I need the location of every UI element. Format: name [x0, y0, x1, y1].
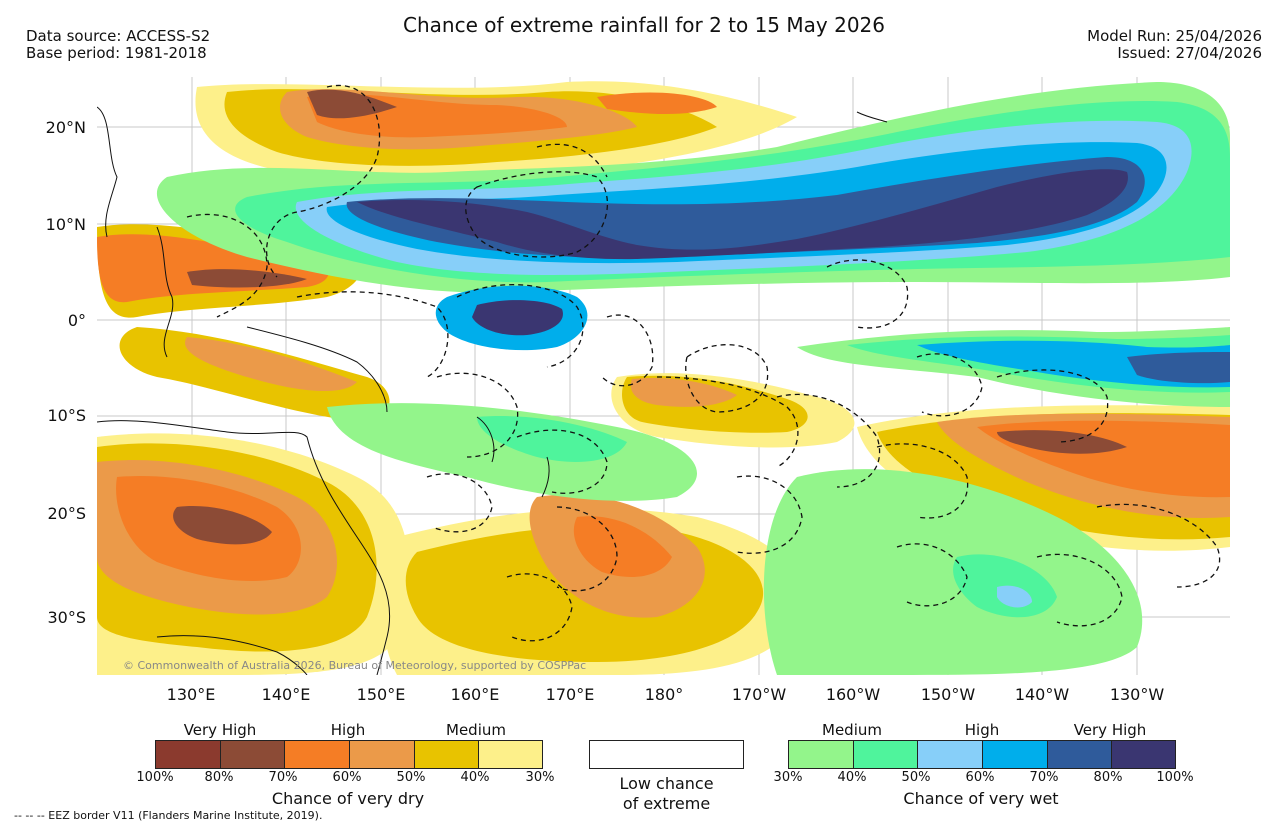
map-title: Chance of extreme rainfall for 2 to 15 M…	[403, 13, 885, 37]
lat-label-20n: 20°N	[45, 118, 86, 137]
issued-label: Issued: 27/04/2026	[1117, 44, 1262, 62]
low-chance-line2: of extreme	[622, 794, 711, 813]
eez-borders	[186, 84, 1221, 642]
lon-label-140e: 140°E	[261, 685, 311, 704]
lon-label-150w: 150°W	[920, 685, 976, 704]
dry-region-north	[195, 81, 797, 182]
wet-region-equator-west	[435, 285, 588, 351]
dry-region-australia	[97, 433, 409, 675]
rainfall-map: © Commonwealth of Australia 2026, Bureau…	[97, 77, 1230, 675]
wet-tick: 100%	[1156, 770, 1194, 785]
wet-swatch-1	[789, 741, 854, 768]
dry-tick: 40%	[460, 770, 490, 785]
lat-label-0: 0°	[67, 311, 86, 330]
lat-label-20s: 20°S	[47, 504, 86, 523]
wet-tick: 40%	[837, 770, 867, 785]
dry-tick: 70%	[268, 770, 298, 785]
dry-tick: 100%	[136, 770, 174, 785]
lon-label-130e: 130°E	[166, 685, 216, 704]
dry-level-very-high: Very High	[183, 721, 257, 739]
wet-level-high: High	[964, 721, 1000, 739]
eez-note: -- -- -- EEZ border V11 (Flanders Marine…	[14, 809, 323, 822]
wet-level-very-high: Very High	[1073, 721, 1147, 739]
wet-swatch-5	[1047, 741, 1113, 768]
lon-label-150e: 150°E	[356, 685, 406, 704]
lon-label-160e: 160°E	[450, 685, 500, 704]
model-run-label: Model Run: 25/04/2026	[1087, 27, 1262, 45]
dry-region-south-central	[382, 494, 803, 675]
lat-label-10s: 10°S	[47, 406, 86, 425]
lon-label-170e: 170°E	[545, 685, 595, 704]
wet-tick: 80%	[1093, 770, 1123, 785]
copyright-notice: © Commonwealth of Australia 2026, Bureau…	[123, 659, 587, 672]
dry-swatch-3	[285, 741, 351, 768]
lat-label-30s: 30°S	[47, 608, 86, 627]
rainfall-map-graphic	[97, 77, 1230, 675]
wet-tick: 70%	[1029, 770, 1059, 785]
dry-swatch-4	[350, 741, 415, 768]
dry-level-high: High	[330, 721, 366, 739]
wet-swatch-4	[983, 741, 1048, 768]
low-chance-line1: Low chance	[619, 774, 714, 793]
dry-region-west	[97, 224, 390, 422]
wet-region-north-band	[156, 82, 1230, 293]
lon-label-160w: 160°W	[825, 685, 881, 704]
wet-tick: 30%	[773, 770, 803, 785]
dry-tick: 50%	[396, 770, 426, 785]
dry-swatch-5	[414, 741, 480, 768]
low-chance-swatch	[589, 740, 744, 769]
lon-label-130w: 130°W	[1109, 685, 1165, 704]
base-period-label: Base period: 1981-2018	[26, 44, 207, 62]
dry-region-east	[857, 405, 1230, 551]
dry-colorbar	[155, 740, 543, 769]
wet-swatch-3	[918, 741, 984, 768]
coastlines	[97, 106, 888, 675]
wet-swatch-6	[1112, 741, 1176, 768]
wet-tick: 60%	[965, 770, 995, 785]
lon-label-140w: 140°W	[1014, 685, 1070, 704]
dry-tick: 30%	[525, 770, 555, 785]
lat-label-10n: 10°N	[45, 215, 86, 234]
dry-tick: 60%	[332, 770, 362, 785]
wet-swatch-2	[853, 741, 919, 768]
dry-swatch-2	[220, 741, 286, 768]
lon-label-180: 180°	[644, 685, 684, 704]
wet-region-equator-east	[797, 327, 1230, 407]
dry-swatch-1	[156, 741, 221, 768]
wet-caption: Chance of very wet	[903, 789, 1059, 808]
lon-label-170w: 170°W	[731, 685, 787, 704]
dry-level-medium: Medium	[446, 721, 506, 739]
dry-swatch-6	[479, 741, 543, 768]
data-source-label: Data source: ACCESS-S2	[26, 27, 211, 45]
wet-tick: 50%	[901, 770, 931, 785]
dry-tick: 80%	[204, 770, 234, 785]
dry-caption: Chance of very dry	[271, 789, 425, 808]
wet-colorbar	[788, 740, 1176, 769]
wet-region-south	[327, 403, 1143, 675]
wet-level-medium: Medium	[822, 721, 882, 739]
